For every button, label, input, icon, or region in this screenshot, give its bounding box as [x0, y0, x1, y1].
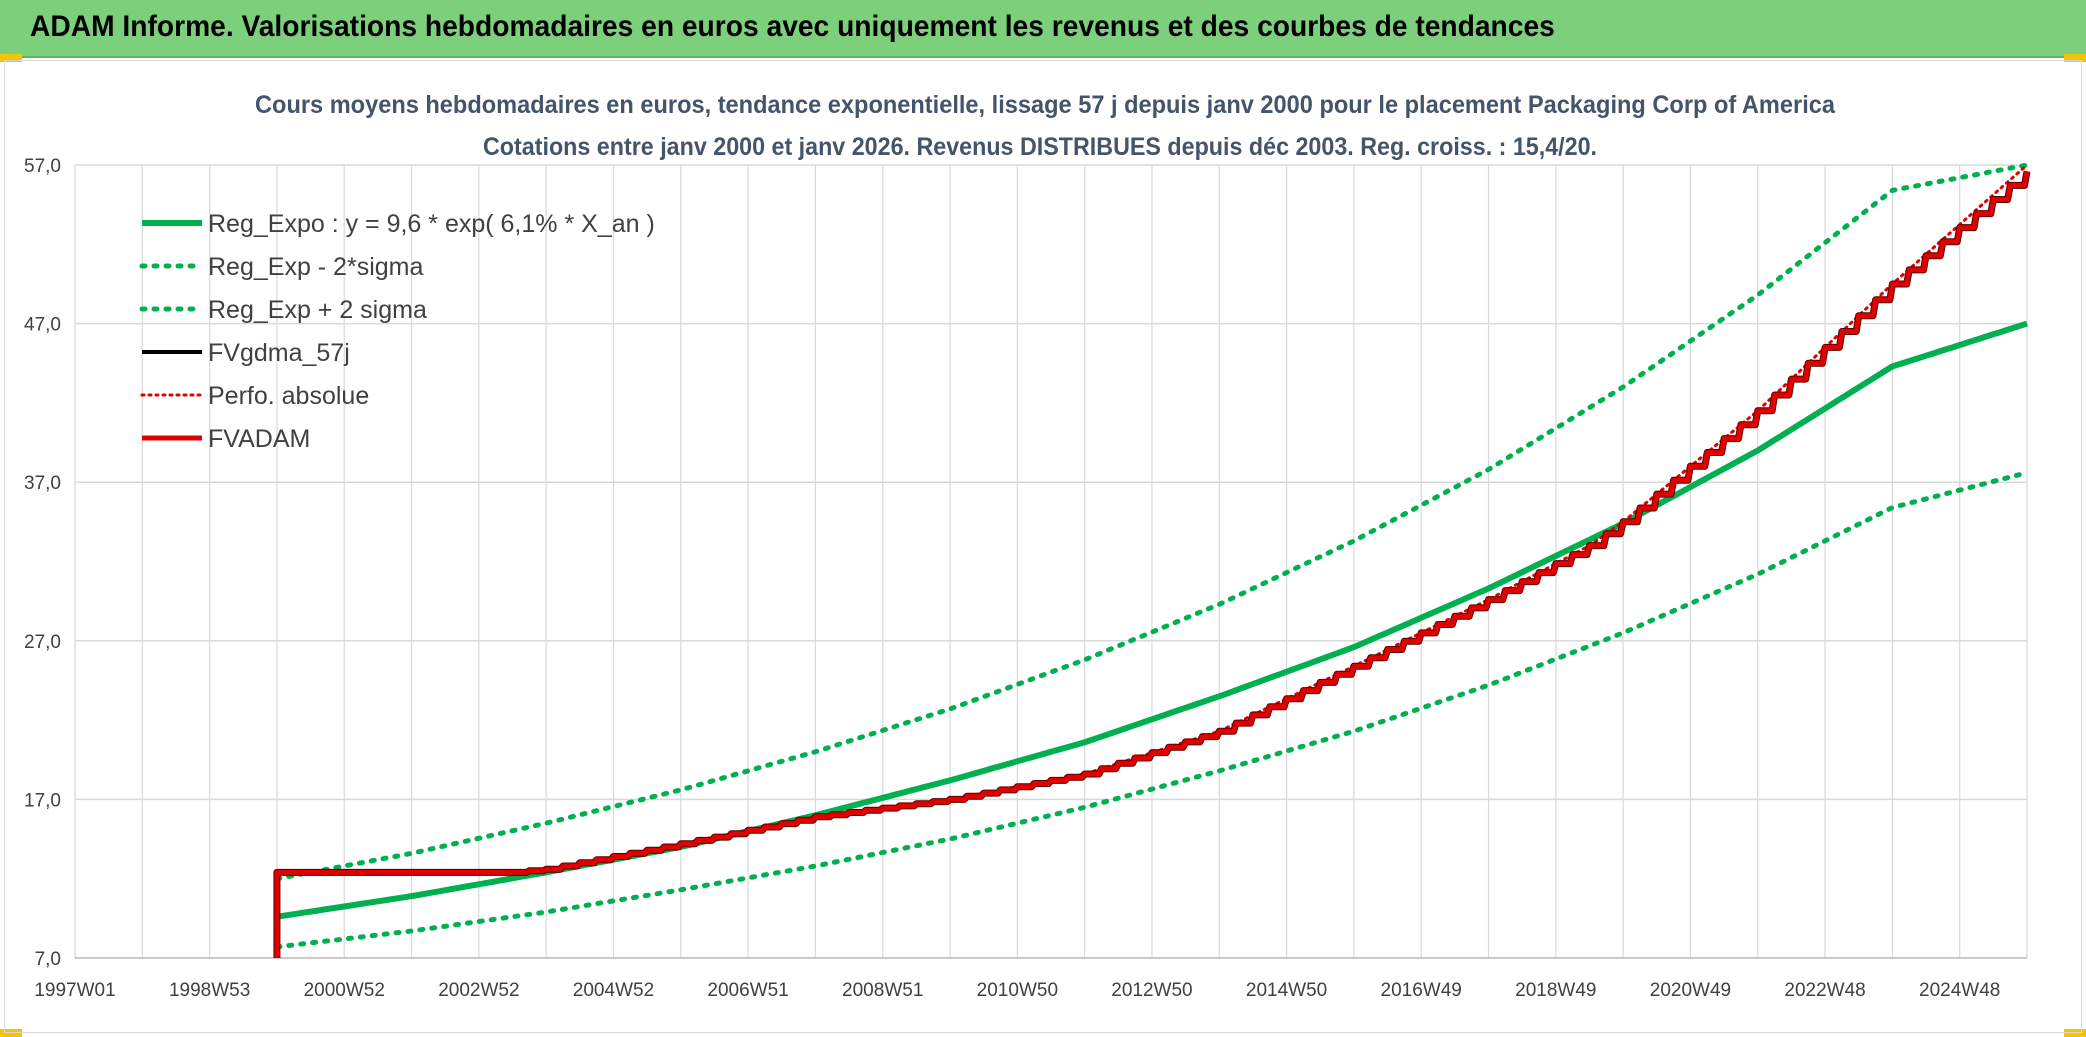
corner-marker-right [2064, 54, 2086, 62]
x-tick-label: 2016W49 [1381, 980, 1462, 1001]
legend-label: FVgdma_57j [208, 339, 350, 367]
x-tick-label: 2008W51 [842, 980, 923, 1001]
x-tick-label: 2024W48 [1919, 980, 2000, 1001]
x-tick-label: 2000W52 [304, 980, 385, 1001]
chart-title: Cours moyens hebdomadaires en euros, ten… [255, 91, 1836, 119]
corner-marker-bottom-right [2064, 1029, 2086, 1037]
legend-label: Perfo. absolue [208, 382, 369, 410]
x-tick-label: 2004W52 [573, 980, 654, 1001]
y-tick-label: 17,0 [24, 790, 61, 811]
x-tick-label: 2002W52 [438, 980, 519, 1001]
series-line-5 [274, 170, 2030, 958]
legend-label: Reg_Expo : y = 9,6 * exp( 6,1% * X_an ) [208, 210, 655, 238]
legend: Reg_Expo : y = 9,6 * exp( 6,1% * X_an ) R… [139, 210, 655, 453]
y-tick-label: 57,0 [24, 156, 61, 177]
x-tick-label: 2020W49 [1650, 980, 1731, 1001]
corner-marker-left [0, 54, 22, 62]
y-tick-label: 47,0 [24, 315, 61, 336]
chart-area [4, 60, 2082, 1033]
report-header: ADAM Informe. Valorisations hebdomadaire… [0, 0, 2086, 58]
series-line-2 [274, 162, 2030, 882]
report-title: ADAM Informe. Valorisations hebdomadaire… [30, 10, 1555, 43]
x-tick-label: 2012W50 [1111, 980, 1192, 1001]
corner-marker-bottom-left [0, 1029, 22, 1037]
series-line-1 [274, 470, 2030, 950]
x-tick-label: 2006W51 [707, 980, 788, 1001]
x-tick-label: 2022W48 [1784, 980, 1865, 1001]
y-tick-label: 27,0 [24, 632, 61, 653]
legend-label: Reg_Exp + 2 sigma [208, 296, 427, 324]
legend-label: Reg_Exp - 2*sigma [208, 253, 423, 281]
legend-label: FVADAM [208, 425, 310, 453]
series-layer [273, 162, 2031, 958]
x-axis-ticks: 1997W01 1998W53 2000W52 2002W52 2004W52 2006W… [34, 980, 2000, 1001]
x-tick-label: 2010W50 [977, 980, 1058, 1001]
chart-subtitle: Cotations entre janv 2000 et janv 2026. … [483, 133, 1597, 161]
x-tick-label: 2014W50 [1246, 980, 1327, 1001]
x-tick-label: 2018W49 [1515, 980, 1596, 1001]
y-axis-ticks: 57,0 47,0 37,0 27,0 17,0 7,0 [24, 156, 61, 970]
grid-layer [74, 164, 2028, 959]
y-tick-label: 37,0 [24, 473, 61, 494]
x-tick-label: 1998W53 [169, 980, 250, 1001]
y-tick-label: 7,0 [35, 949, 61, 970]
x-tick-label: 1997W01 [34, 980, 115, 1001]
